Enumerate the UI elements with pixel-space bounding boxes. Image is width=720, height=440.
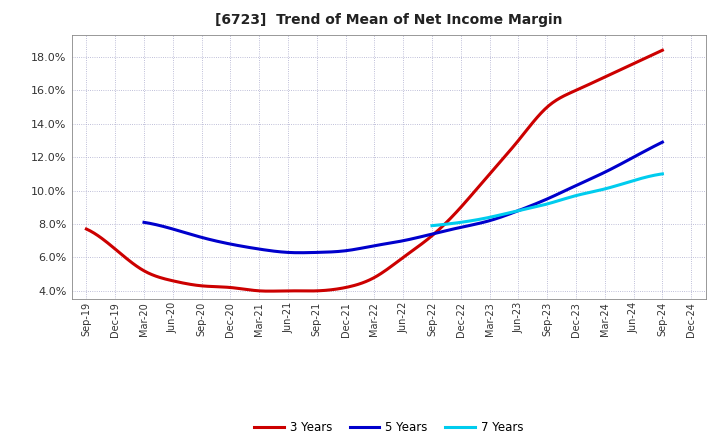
- 5 Years: [450, 226, 459, 231]
- Line: 7 Years: 7 Years: [432, 174, 662, 226]
- Legend: 3 Years, 5 Years, 7 Years: 3 Years, 5 Years, 7 Years: [250, 416, 528, 438]
- 7 Years: [565, 195, 574, 200]
- 7 Years: [622, 180, 631, 185]
- Line: 3 Years: 3 Years: [86, 50, 662, 291]
- 3 Years: [436, 225, 445, 231]
- 7 Years: [569, 194, 577, 199]
- 7 Years: [636, 176, 645, 181]
- Line: 5 Years: 5 Years: [144, 142, 662, 253]
- 3 Years: [570, 89, 578, 94]
- 3 Years: [82, 227, 91, 232]
- 3 Years: [265, 289, 274, 294]
- 5 Years: [611, 164, 620, 169]
- 5 Years: [141, 220, 150, 225]
- 5 Years: [658, 139, 667, 145]
- 5 Years: [578, 180, 587, 185]
- 3 Years: [606, 72, 615, 77]
- 7 Years: [658, 171, 667, 176]
- 3 Years: [84, 227, 93, 233]
- 7 Years: [428, 223, 437, 228]
- 7 Years: [564, 195, 572, 200]
- 5 Years: [449, 227, 457, 232]
- 3 Years: [425, 235, 433, 241]
- 5 Years: [296, 250, 305, 255]
- 3 Years: [658, 48, 667, 53]
- Title: [6723]  Trend of Mean of Net Income Margin: [6723] Trend of Mean of Net Income Margi…: [215, 13, 562, 27]
- 7 Years: [428, 223, 436, 228]
- 5 Years: [140, 220, 148, 225]
- 5 Years: [459, 224, 467, 230]
- 3 Years: [427, 234, 436, 239]
